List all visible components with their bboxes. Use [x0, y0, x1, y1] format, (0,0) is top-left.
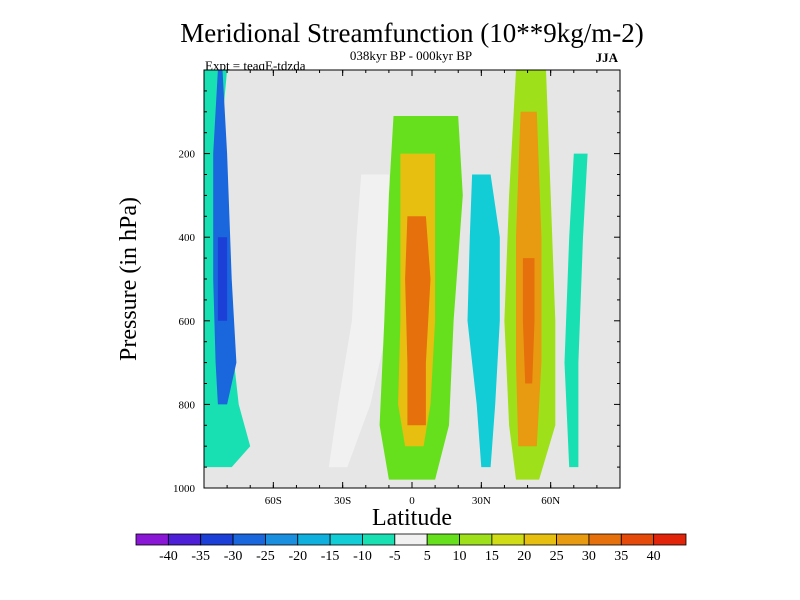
colorbar-label: 35: [614, 549, 628, 564]
colorbar-swatch: [556, 533, 590, 546]
y-tick-label: 800: [179, 399, 196, 411]
colorbar-swatch: [329, 533, 363, 546]
tick-layer: 60S 30S 0 30N 60N 200 400 600 800 1000: [173, 70, 620, 507]
colorbar-label: -15: [321, 549, 340, 564]
colorbar-swatch: [523, 533, 557, 546]
colorbar: -40 -35 -30 -25 -20 -15 -10 -5 5 10 15 20 25 30 35 40: [135, 533, 687, 564]
y-axis-label: Pressure (in hPa): [116, 197, 142, 361]
contour-layer: [204, 70, 588, 480]
y-tick-label: 1000: [173, 483, 196, 495]
contour-tropical-west-band: [328, 174, 394, 468]
colorbar-label: 5: [424, 549, 431, 564]
colorbar-swatch: [459, 533, 493, 546]
colorbar-swatch: [653, 533, 687, 546]
y-tick-label: 200: [179, 149, 196, 161]
contour-southern-polar-cell-core: [217, 237, 228, 321]
colorbar-label: 10: [453, 549, 467, 564]
x-tick-label: 30S: [334, 495, 351, 507]
colorbar-swatch: [620, 533, 655, 546]
colorbar-label: 25: [550, 549, 564, 564]
contour-subtropical-north-band: [467, 174, 500, 468]
colorbar-label: -25: [256, 549, 275, 564]
y-tick-label: 400: [179, 232, 196, 244]
colorbar-label: 20: [517, 549, 531, 564]
colorbar-label: -5: [389, 549, 401, 564]
season-label: JJA: [596, 50, 619, 65]
colorbar-label: -35: [191, 549, 210, 564]
colorbar-label: -10: [353, 549, 372, 564]
colorbar-label: -30: [224, 549, 243, 564]
x-tick-label: 60N: [541, 495, 560, 507]
colorbar-swatch: [426, 533, 460, 546]
plot-area: 60S 30S 0 30N 60N 200 400 600 800 1000: [173, 69, 621, 507]
y-tick-label: 600: [179, 316, 196, 328]
contour-high-north-band: [564, 153, 588, 468]
colorbar-label: 15: [485, 549, 499, 564]
colorbar-swatch: [297, 533, 331, 546]
colorbar-swatch: [167, 533, 202, 546]
chart-title: Meridional Streamfunction (10**9kg/m-2): [180, 18, 643, 48]
colorbar-label: -40: [159, 549, 178, 564]
colorbar-swatch: [135, 533, 169, 546]
x-tick-label: 60S: [265, 495, 282, 507]
experiment-label: Expt = teaqE-tdzda: [205, 58, 306, 73]
contour-northern-midlat-core: [522, 258, 535, 384]
colorbar-swatch: [362, 533, 396, 546]
x-tick-label: 30N: [472, 495, 491, 507]
colorbar-swatch: [200, 533, 234, 546]
colorbar-label: 30: [582, 549, 596, 564]
chart-subtitle: 038kyr BP - 000kyr BP: [350, 48, 472, 63]
colorbar-swatch: [232, 533, 266, 546]
x-axis-label: Latitude: [372, 505, 452, 531]
x-tick-label: 0: [409, 495, 415, 507]
colorbar-label: 40: [647, 549, 661, 564]
colorbar-swatch: [265, 533, 299, 546]
contour-hadley-north-core: [405, 216, 431, 426]
colorbar-label: -20: [288, 549, 307, 564]
colorbar-swatch: [394, 533, 428, 546]
colorbar-swatch: [491, 533, 525, 546]
colorbar-swatch: [588, 533, 622, 546]
